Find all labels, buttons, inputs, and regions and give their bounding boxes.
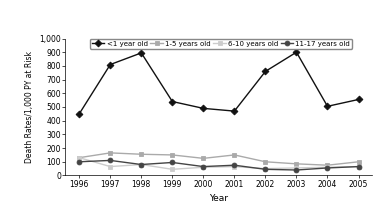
X-axis label: Year: Year	[209, 194, 228, 203]
Y-axis label: Death Rates/1,000 PY at Risk: Death Rates/1,000 PY at Risk	[25, 51, 34, 163]
Legend: <1 year old, 1-5 years old, 6-10 years old, 11-17 years old: <1 year old, 1-5 years old, 6-10 years o…	[90, 39, 352, 49]
